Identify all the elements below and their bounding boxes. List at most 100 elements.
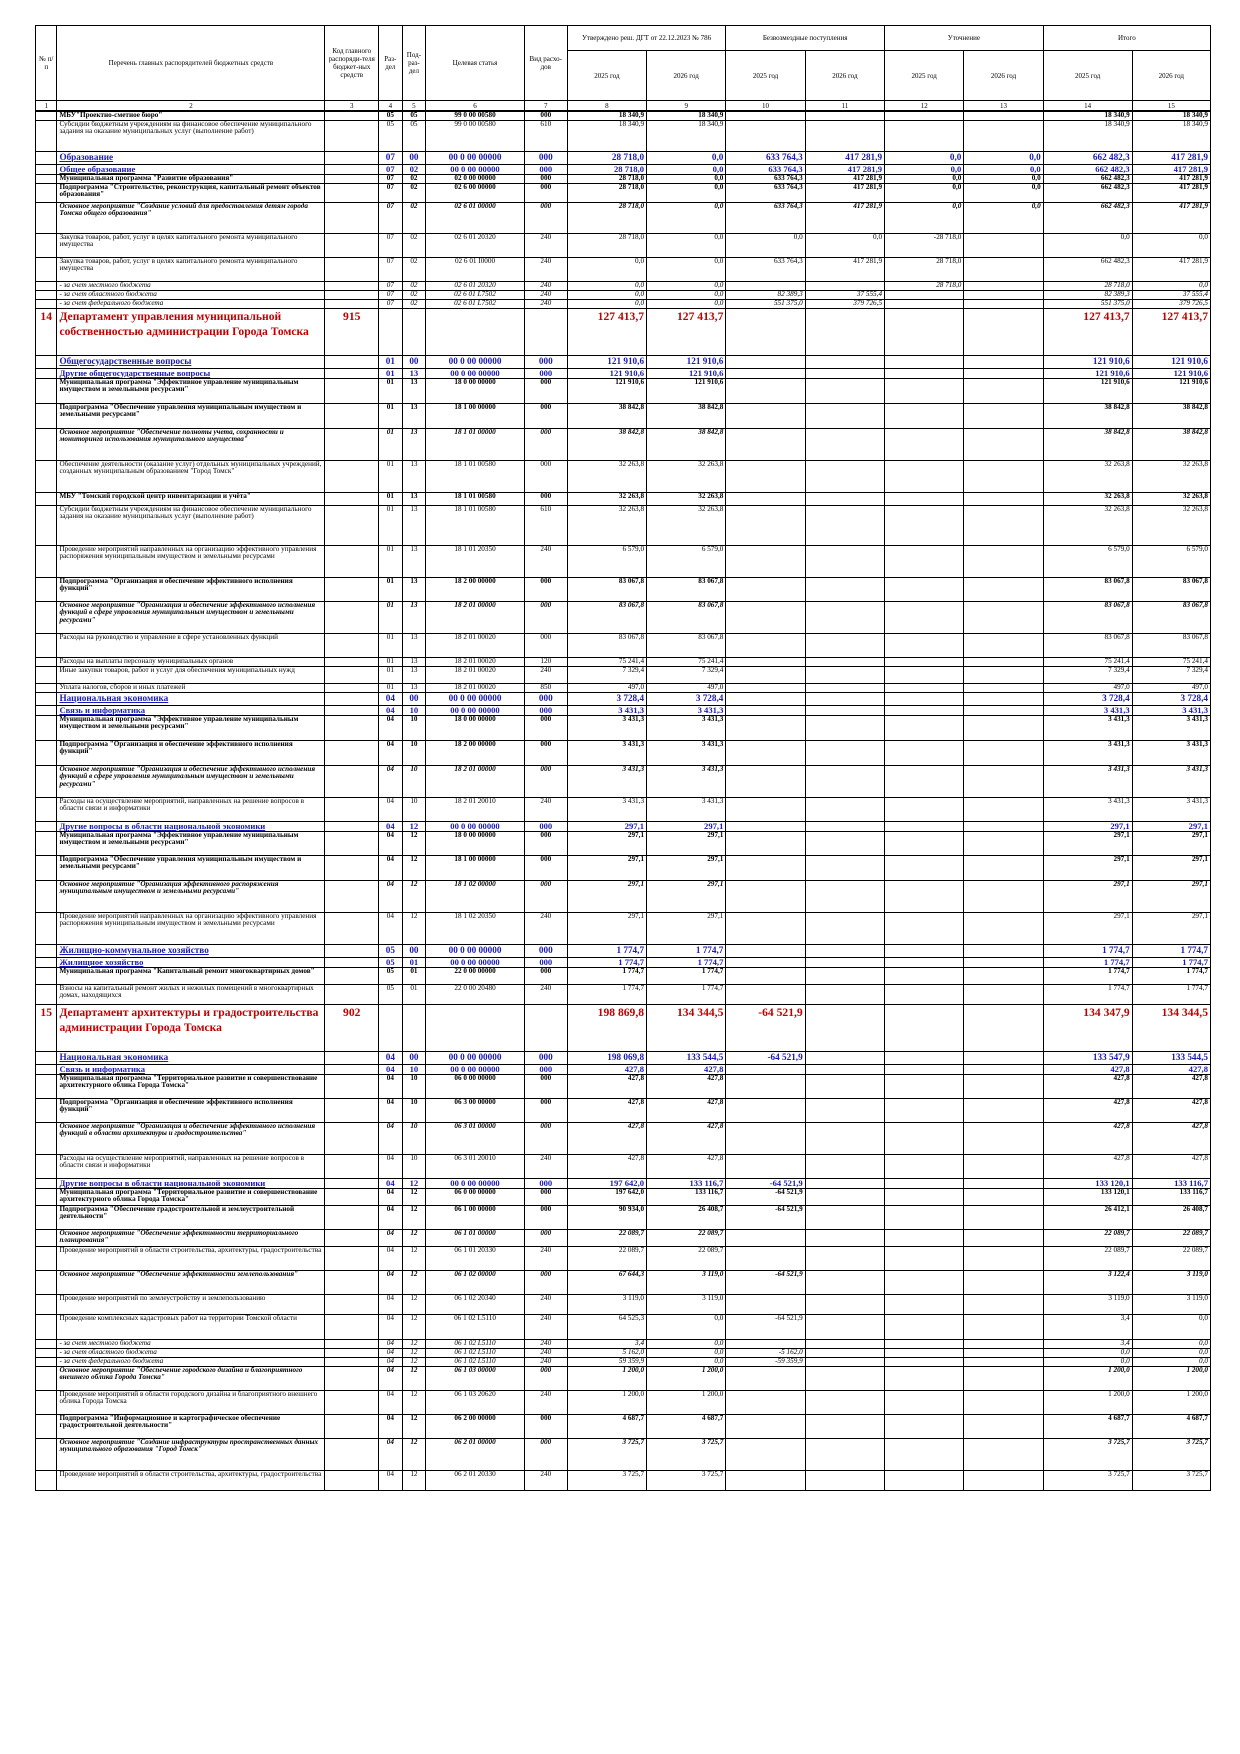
row-razdel: 04 [378, 1293, 403, 1315]
row-total-2026: 0,0 [1131, 1356, 1212, 1367]
row-name: Департамент управления муниципальной соб… [56, 307, 326, 356]
row-free-2025 [725, 704, 806, 716]
row-code [324, 1187, 380, 1206]
table-row: Проведение мероприятий в области строите… [34, 1469, 1212, 1491]
row-free-2026 [804, 820, 886, 832]
row-podrazdel: 10 [401, 1097, 427, 1123]
row-free-2025 [725, 764, 806, 798]
row-total-2026: 121 910,6 [1131, 367, 1212, 379]
row-approved-2025: 3 431,3 [566, 714, 648, 741]
row-target-article: 18 0 00 00000 [425, 830, 525, 856]
row-code [324, 820, 380, 832]
header-year: 2025 год [725, 50, 806, 101]
row-expense-type: 000 [523, 966, 568, 985]
row-clar-2025: 0,0 [884, 173, 965, 184]
row-approved-2026: 22 089,7 [646, 1228, 727, 1247]
row-target-article: 18 1 00 00000 [425, 854, 525, 881]
row-target-article: 02 6 01 L7502 [425, 298, 525, 309]
row-free-2025: 551 375,0 [725, 298, 806, 309]
row-clar-2026 [963, 1121, 1044, 1155]
row-approved-2026: 297,1 [646, 854, 727, 881]
row-expense-type [523, 1003, 568, 1052]
row-number [34, 173, 58, 184]
row-approved-2025: 83 067,8 [566, 576, 648, 602]
row-expense-type: 240 [523, 1469, 568, 1491]
row-clar-2026 [963, 1413, 1044, 1439]
row-free-2025: 633 764,3 [725, 163, 806, 175]
row-approved-2025: 427,8 [566, 1121, 648, 1155]
row-approved-2026: 3 728,4 [646, 691, 727, 706]
row-razdel: 04 [378, 1413, 403, 1439]
row-approved-2025: 3 728,4 [566, 691, 648, 706]
row-approved-2026: 497,0 [646, 682, 727, 693]
row-free-2026 [804, 1356, 886, 1367]
row-total-2025: 427,8 [1042, 1153, 1133, 1179]
row-clar-2025: 28 718,0 [884, 256, 965, 282]
row-approved-2026: 1 774,7 [646, 983, 727, 1005]
row-approved-2025: 121 910,6 [566, 354, 648, 369]
row-free-2026 [804, 854, 886, 881]
row-total-2025: 28 718,0 [1042, 280, 1133, 291]
row-clar-2026 [963, 1469, 1044, 1491]
row-number [34, 1347, 58, 1358]
row-code [324, 298, 380, 309]
row-free-2026: 417 281,9 [804, 182, 886, 203]
row-clar-2026 [963, 427, 1044, 461]
row-code [324, 1365, 380, 1391]
table-row: Расходы на осуществление мероприятий, на… [34, 796, 1212, 822]
row-podrazdel: 02 [401, 182, 427, 203]
table-row: Проведение мероприятий направленных на о… [34, 544, 1212, 578]
row-name: Жилищное хозяйство [56, 956, 326, 968]
header-free-receipts: Безвозмездные поступления [725, 25, 886, 51]
row-expense-type: 000 [523, 201, 568, 234]
row-podrazdel [401, 307, 427, 356]
row-code [324, 1389, 380, 1415]
row-free-2025 [725, 1293, 806, 1315]
row-name: Основное мероприятие "Организация эффект… [56, 879, 326, 913]
row-free-2025 [725, 119, 806, 152]
table-row: Общее образование 07 02 00 0 00 00000 000 28 … [34, 163, 1212, 175]
row-total-2026: 3 725,7 [1131, 1437, 1212, 1471]
row-approved-2026: 1 200,0 [646, 1389, 727, 1415]
row-number [34, 1293, 58, 1315]
row-approved-2026: 121 910,6 [646, 354, 727, 369]
row-approved-2025: 198 069,8 [566, 1050, 648, 1065]
row-clar-2025 [884, 1063, 965, 1075]
row-razdel: 04 [378, 1204, 403, 1230]
row-clar-2025 [884, 943, 965, 958]
row-expense-type: 240 [523, 1347, 568, 1358]
row-clar-2026 [963, 1338, 1044, 1349]
row-free-2025 [725, 691, 806, 706]
column-number: 15 [1131, 100, 1212, 112]
row-number [34, 163, 58, 175]
row-razdel: 05 [378, 966, 403, 985]
row-approved-2026: 83 067,8 [646, 600, 727, 634]
row-target-article: 06 2 01 00000 [425, 1437, 525, 1471]
row-razdel: 01 [378, 354, 403, 369]
row-number [34, 201, 58, 234]
row-podrazdel: 12 [401, 1228, 427, 1247]
row-podrazdel: 02 [401, 232, 427, 258]
row-code [324, 1097, 380, 1123]
row-razdel: 05 [378, 956, 403, 968]
row-number [34, 280, 58, 291]
row-total-2026: 417 281,9 [1131, 150, 1212, 165]
row-expense-type: 000 [523, 943, 568, 958]
row-free-2026 [804, 1187, 886, 1206]
row-total-2026: 0,0 [1131, 232, 1212, 258]
row-free-2025 [725, 1338, 806, 1349]
row-number [34, 714, 58, 741]
row-free-2026 [804, 665, 886, 684]
row-code [324, 1073, 380, 1099]
row-code [324, 1338, 380, 1349]
row-podrazdel: 10 [401, 1063, 427, 1075]
row-expense-type: 000 [523, 182, 568, 203]
row-code [324, 956, 380, 968]
row-expense-type: 610 [523, 119, 568, 152]
row-total-2025: 18 340,9 [1042, 110, 1133, 121]
row-target-article: 06 0 00 00000 [425, 1073, 525, 1099]
row-number [34, 289, 58, 300]
row-target-article: 18 2 01 00020 [425, 682, 525, 693]
row-approved-2026: 3 119,0 [646, 1293, 727, 1315]
row-total-2026: 427,8 [1131, 1153, 1212, 1179]
